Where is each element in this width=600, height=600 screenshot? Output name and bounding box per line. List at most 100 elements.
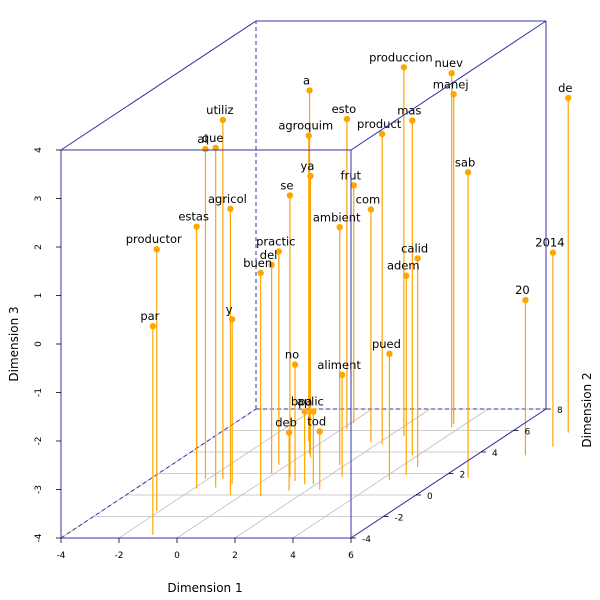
y-tick-label: -4 [362, 535, 371, 545]
point-labels: frutmanejnuevestodeproduccionagroquimcom… [126, 50, 573, 429]
point-label: aplic [297, 395, 324, 409]
point-frut [350, 182, 357, 189]
floor-grid [60, 408, 547, 539]
point-label: produccion [369, 50, 433, 64]
point-bpa [301, 408, 308, 415]
z-tick-label: -3 [34, 485, 44, 494]
box-edge [60, 20, 257, 151]
point-adem [403, 272, 410, 279]
point-label: que [202, 131, 224, 145]
point-label: agroquim [278, 119, 333, 133]
z-tick-label: 1 [34, 293, 44, 299]
point-label: productor [126, 232, 182, 246]
point-agricol [227, 205, 234, 213]
z-tick-label: -1 [34, 388, 44, 397]
y-tick-label: -2 [395, 514, 404, 524]
point-de [565, 94, 572, 102]
z-tick-label: 2 [34, 244, 44, 250]
point-label: pued [372, 337, 401, 351]
point-del [268, 261, 275, 269]
point-pued [386, 350, 393, 358]
point-label: utiliz [206, 103, 233, 117]
x-tick-label: 4 [290, 551, 296, 561]
point-label: 2014 [535, 236, 564, 250]
z-tick-label: 3 [34, 196, 44, 202]
point-label: ya [301, 159, 315, 173]
y-tick-label: 0 [427, 492, 433, 502]
point-label: 20 [515, 283, 530, 297]
point-label: ambient [313, 210, 361, 224]
point-a [306, 87, 313, 94]
point-tod [316, 428, 323, 435]
point-label: no [285, 348, 299, 362]
point-label: de [558, 81, 572, 95]
point-deb [285, 429, 293, 436]
point-label: a [303, 73, 310, 87]
point-y [228, 316, 236, 323]
point-al [202, 145, 209, 153]
point-label: practic [256, 235, 295, 249]
x-tick-label: -2 [115, 551, 124, 561]
point-utiliz [219, 116, 227, 124]
point-label: aliment [317, 358, 361, 372]
point-20 [522, 296, 529, 304]
point-se [286, 192, 294, 199]
z-tick-label: 4 [34, 147, 44, 153]
z-tick-label: -4 [34, 533, 44, 542]
point-label: al [197, 132, 207, 146]
point-label: se [280, 178, 293, 192]
point-com [367, 206, 375, 213]
x-tick-label: -4 [57, 551, 66, 561]
box-edge [350, 20, 547, 151]
x-tick-label: 2 [232, 551, 238, 561]
point-label: tod [307, 414, 326, 428]
point-label: nuev [434, 56, 463, 70]
point-2014 [549, 249, 557, 256]
x-axis-title: Dimension 1 [167, 581, 242, 595]
point-buen [257, 269, 264, 277]
point-estas [193, 223, 200, 230]
stems [152, 67, 569, 535]
point-label: par [140, 309, 159, 323]
box-visible-edges [60, 20, 547, 539]
y-tick-label: 4 [492, 449, 498, 459]
point-ambient [336, 224, 343, 231]
point-label: estas [178, 210, 209, 224]
point-aliment [338, 371, 346, 379]
point-label: sab [455, 155, 475, 169]
z-tick-label: 0 [34, 341, 44, 347]
x-tick-label: 0 [174, 551, 180, 561]
point-label: del [260, 248, 278, 262]
z-axis-title: Dimension 3 [7, 306, 21, 381]
z-tick-label: -2 [34, 437, 44, 446]
point-label: deb [275, 416, 297, 430]
y-axis-title: Dimension 2 [580, 372, 594, 447]
y-tick-label: 2 [460, 471, 466, 481]
point-produccion [400, 64, 408, 71]
point-agroquim [305, 132, 312, 139]
point-label: adem [387, 259, 420, 273]
point-esto [343, 115, 351, 123]
point-sab [464, 169, 472, 176]
y-tick-label: 6 [525, 428, 531, 438]
point-product [378, 130, 386, 138]
y-tick-label: 8 [557, 406, 563, 416]
point-label: com [356, 193, 381, 207]
point-nuev [448, 70, 455, 77]
box-hidden-edges [60, 21, 546, 539]
point-label: esto [332, 102, 357, 116]
point-productor [153, 246, 160, 253]
data-points [149, 64, 572, 436]
point-aplic [310, 408, 317, 415]
point-manej [450, 91, 457, 98]
point-label: buen [243, 256, 272, 270]
x-tick-label: 6 [348, 551, 354, 561]
axis-ticks: -4 -2 0 2 4 6 -4 -3 -2 -1 0 1 2 3 4 -4 -2 0 2 4 6 8 [34, 147, 563, 561]
point-label: agricol [208, 192, 247, 206]
point-label: calid [401, 242, 428, 256]
point-ya [307, 172, 314, 180]
point-label: bpa [291, 395, 313, 409]
box-edge-hidden [60, 408, 257, 539]
point-label: y [226, 302, 233, 316]
